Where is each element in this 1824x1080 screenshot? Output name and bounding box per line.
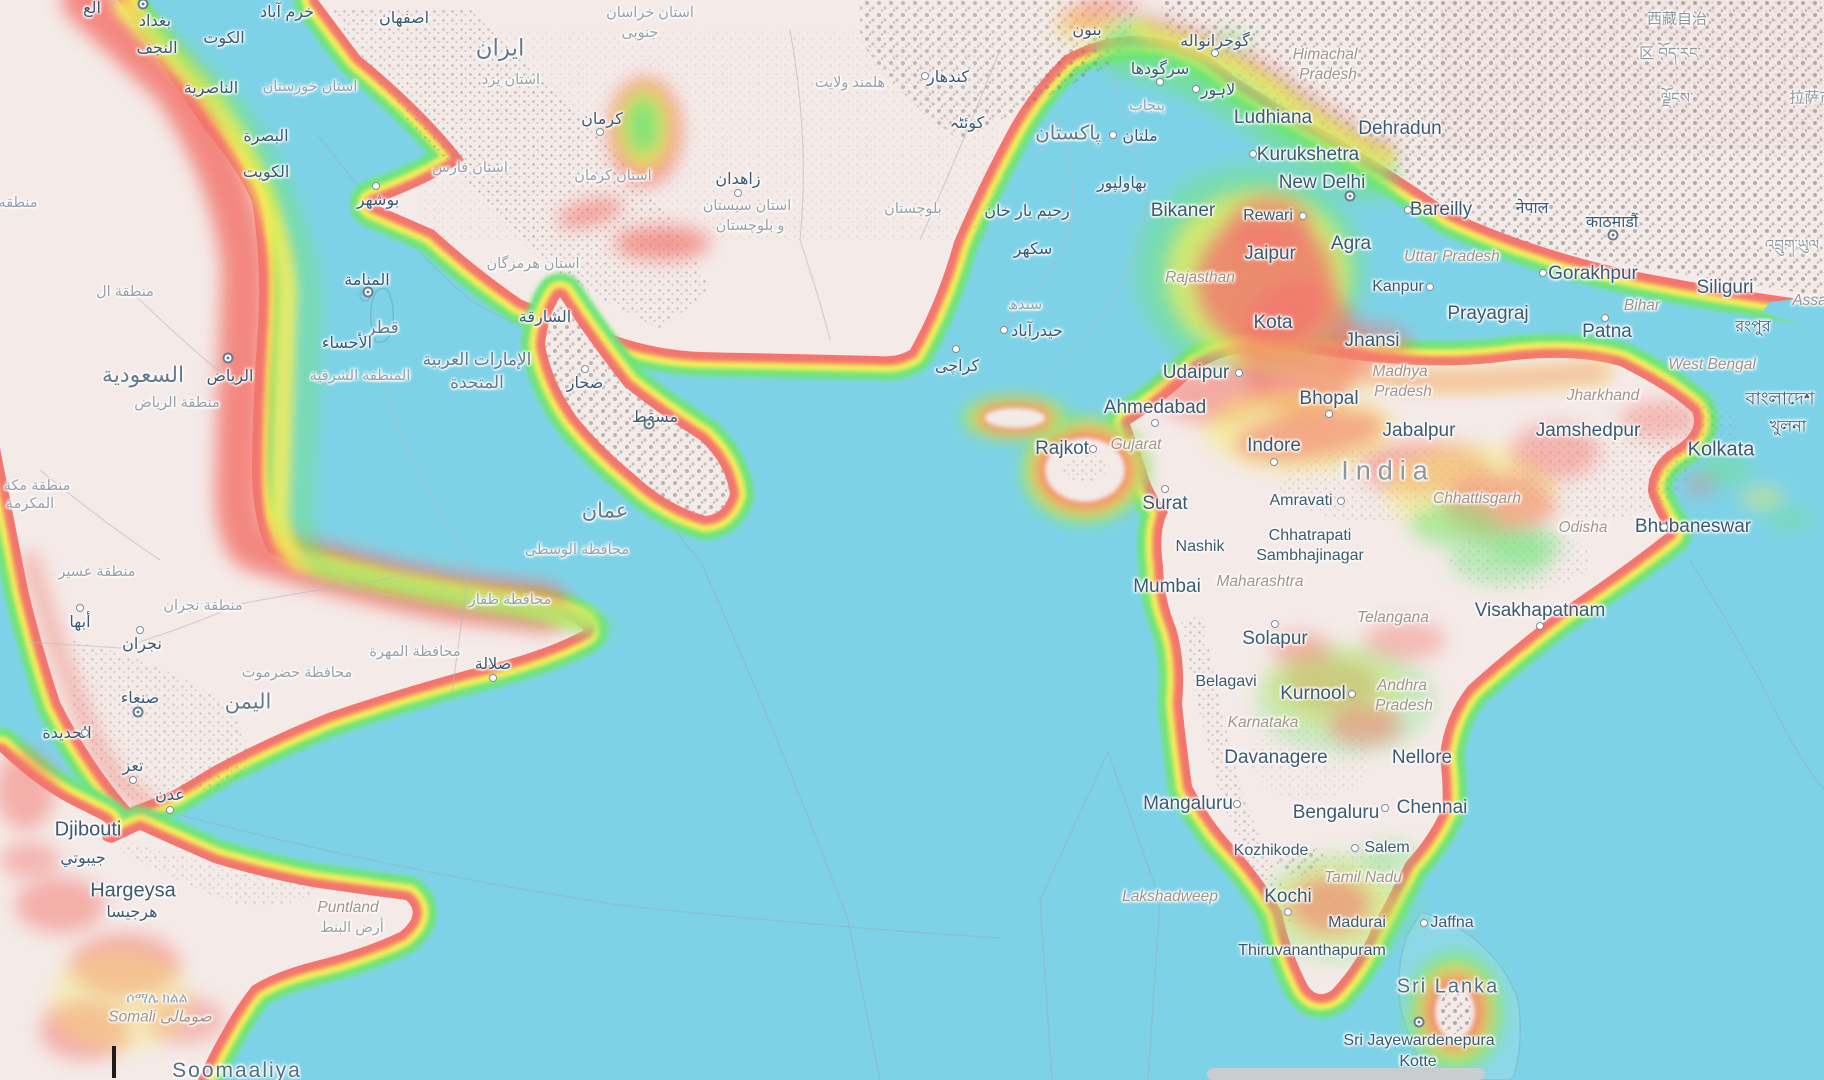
island-sri-lanka [1398,911,1522,1080]
heat-washes [0,0,1814,1060]
brahmaputra-valley [1762,296,1824,330]
landmass-kutch [961,398,1069,438]
scale-tick [112,1046,116,1078]
bottom-scrollbar[interactable] [1207,1068,1485,1080]
land-borders [27,29,1149,693]
